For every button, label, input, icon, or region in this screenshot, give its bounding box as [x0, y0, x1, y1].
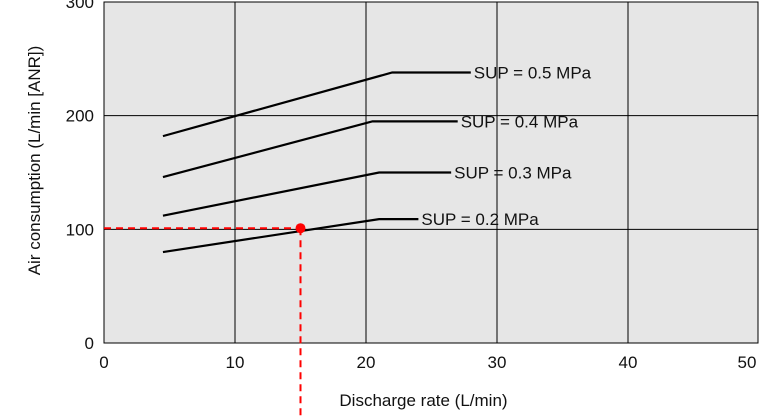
x-tick-label: 50	[738, 353, 757, 372]
y-tick-label: 100	[66, 220, 94, 239]
x-tick-label: 0	[99, 353, 108, 372]
y-tick-label: 0	[85, 334, 94, 353]
y-axis-title: Air consumption (L/min [ANR])	[25, 46, 44, 276]
y-tick-label: 300	[66, 0, 94, 12]
x-tick-label: 30	[488, 353, 507, 372]
series-label: SUP = 0.4 MPa	[461, 112, 579, 131]
operating-point-marker	[296, 223, 306, 233]
y-tick-label: 200	[66, 107, 94, 126]
series-label: SUP = 0.3 MPa	[454, 164, 572, 183]
series-label: SUP = 0.2 MPa	[421, 210, 539, 229]
x-tick-label: 40	[619, 353, 638, 372]
x-tick-label: 10	[226, 353, 245, 372]
x-axis-title: Discharge rate (L/min)	[339, 391, 507, 410]
series-label: SUP = 0.5 MPa	[474, 63, 592, 82]
x-tick-label: 20	[357, 353, 376, 372]
